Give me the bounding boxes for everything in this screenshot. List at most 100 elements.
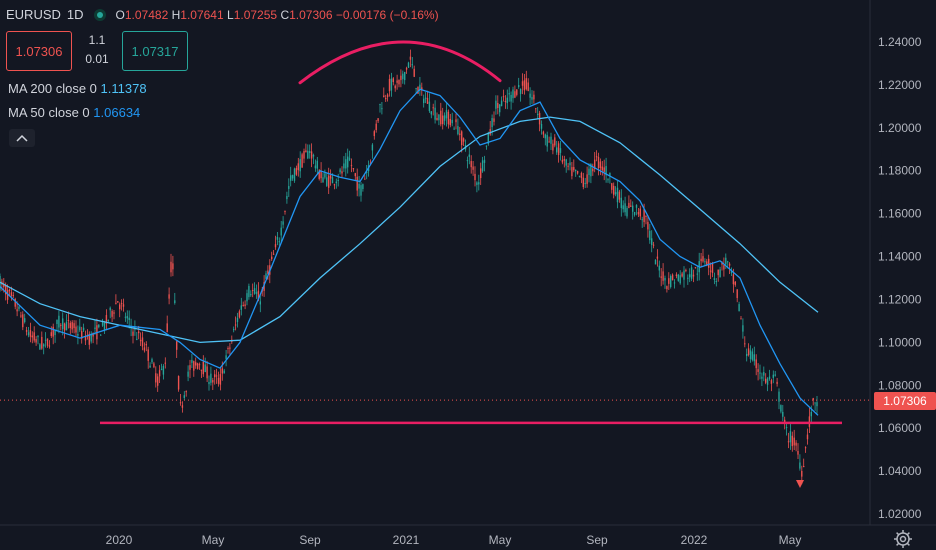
candle-body	[356, 176, 358, 191]
candle-body	[138, 331, 140, 334]
candle-body	[780, 405, 782, 412]
candle-body	[65, 321, 68, 331]
candle-body	[533, 94, 535, 100]
buy-button[interactable]: 1.07317	[122, 31, 188, 71]
candle-body	[772, 374, 774, 378]
candle-body	[784, 419, 786, 424]
candle-body	[37, 335, 39, 338]
candle-body	[60, 324, 62, 326]
candle-body	[584, 182, 586, 184]
candle-body	[132, 331, 134, 336]
candle-body	[472, 166, 474, 170]
candle-body	[709, 270, 712, 272]
candle-body	[582, 177, 584, 187]
candle-body	[31, 335, 33, 338]
candle-body	[394, 85, 396, 89]
candle-body	[455, 119, 457, 123]
candle-body	[310, 151, 313, 159]
candle-body	[434, 107, 436, 120]
candle-body	[803, 466, 805, 468]
candle-body	[250, 294, 252, 296]
y-tick-label: 1.14000	[878, 250, 922, 264]
candle-body	[504, 100, 507, 102]
candle-body	[595, 156, 598, 158]
candle-body	[366, 171, 368, 173]
candle-body	[632, 205, 634, 212]
ma200-legend[interactable]: MA 200 close 0 1.11378	[8, 81, 147, 96]
y-tick-label: 1.08000	[878, 378, 922, 392]
y-tick-label: 1.06000	[878, 421, 922, 435]
candle-body	[594, 159, 596, 169]
candle-body	[335, 181, 337, 184]
candle-body	[493, 118, 495, 122]
candle-body	[793, 437, 795, 446]
collapse-legend-button[interactable]	[9, 129, 35, 147]
candle-body	[462, 138, 465, 142]
candle-body	[79, 326, 81, 331]
ma50-legend[interactable]: MA 50 close 0 1.06634	[8, 105, 140, 120]
candle-body	[362, 184, 364, 190]
candle-body	[206, 366, 208, 379]
candle-body	[280, 227, 282, 236]
candle-body	[442, 115, 444, 125]
candle-body	[257, 290, 260, 301]
candle-body	[63, 323, 66, 331]
candle-body	[151, 359, 153, 363]
candle-body	[565, 159, 567, 166]
candle-body	[166, 323, 168, 332]
candle-body	[101, 320, 104, 326]
candle-body	[685, 270, 687, 272]
candle-body	[816, 402, 818, 407]
candle-body	[443, 115, 446, 121]
candle-body	[238, 311, 241, 318]
candle-body	[523, 80, 526, 91]
candle-body	[506, 97, 508, 104]
candle-body	[668, 278, 670, 284]
candle-body	[312, 154, 315, 157]
interval-label[interactable]: 1D	[66, 7, 84, 22]
candle-body	[423, 98, 425, 104]
candle-body	[44, 339, 47, 341]
candle-body	[67, 319, 70, 321]
close-value: 1.07306	[289, 7, 333, 22]
open-label: O	[115, 7, 125, 22]
candle-body	[502, 96, 505, 98]
candle-body	[624, 203, 626, 213]
candle-body	[810, 412, 812, 417]
candle-body	[153, 363, 155, 368]
candle-body	[234, 324, 237, 326]
candle-body	[343, 163, 345, 169]
candle-body	[143, 347, 146, 351]
x-tick-label: May	[779, 533, 802, 547]
candle-body	[768, 376, 771, 379]
open-value: 1.07482	[124, 7, 169, 22]
gear-icon[interactable]	[893, 529, 913, 549]
candle-body	[766, 378, 769, 385]
ohlc-values: O1.07482 H1.07641 L1.07255 C1.07306 −0.0…	[116, 8, 439, 22]
candle-body	[236, 317, 239, 323]
candle-body	[651, 238, 653, 245]
sell-button[interactable]: 1.07306	[6, 31, 72, 71]
symbol-name[interactable]: EURUSD	[6, 7, 61, 22]
change-value: −0.00176 (−0.16%)	[335, 7, 439, 22]
candle-body	[329, 175, 332, 179]
candle-body	[690, 267, 693, 279]
candle-body	[761, 376, 763, 379]
x-tick-label: 2022	[681, 533, 708, 547]
candle-body	[244, 304, 246, 306]
candle-body	[35, 338, 37, 343]
candle-body	[328, 175, 330, 188]
candle-body	[730, 270, 733, 274]
candle-body	[516, 89, 518, 95]
candle-body	[341, 171, 343, 174]
candle-body	[601, 166, 603, 171]
candle-body	[405, 68, 408, 70]
candle-body	[172, 263, 174, 270]
candle-body	[295, 167, 298, 175]
candle-body	[814, 402, 816, 404]
candle-body	[73, 323, 75, 329]
candle-body	[347, 156, 349, 168]
candle-body	[198, 364, 201, 366]
candle-body	[62, 318, 64, 330]
